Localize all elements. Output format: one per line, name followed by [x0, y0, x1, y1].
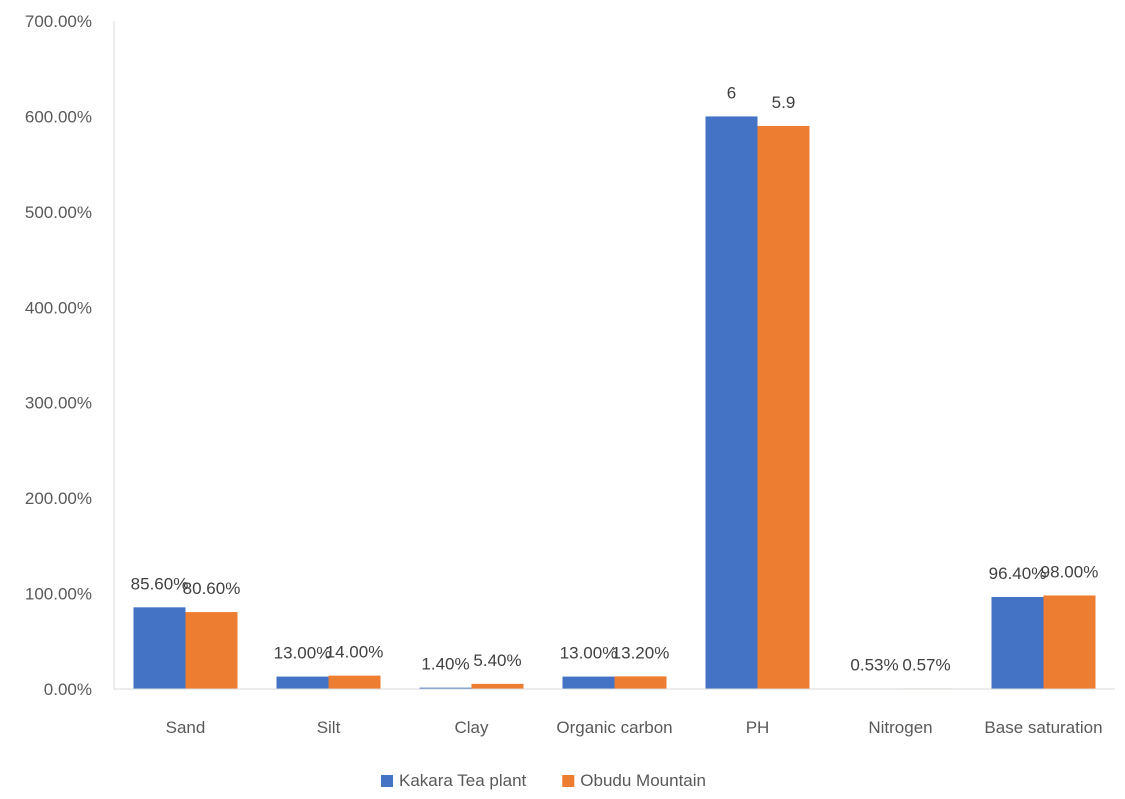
y-tick-label: 400.00%	[25, 298, 92, 317]
data-label: 13.00%	[274, 644, 332, 663]
data-label: 13.00%	[560, 644, 618, 663]
y-tick-label: 500.00%	[25, 203, 92, 222]
data-label: 5.9	[772, 93, 796, 112]
x-category-label: Sand	[166, 718, 206, 737]
x-axis-category-labels: Sand Silt Clay Organic carbon PH Nitrogen Base…	[166, 718, 1103, 737]
y-tick-label: 700.00%	[25, 12, 92, 31]
x-category-label: Nitrogen	[868, 718, 932, 737]
data-label: 14.00%	[326, 643, 384, 662]
data-label: 5.40%	[473, 651, 521, 670]
data-labels: 85.60%80.60%13.00%14.00%1.40% 5.40% 13.00%…	[131, 83, 1099, 674]
bar-kakara-tea-plant	[276, 676, 329, 689]
data-label: 6	[727, 83, 736, 102]
legend-label: Kakara Tea plant	[399, 771, 527, 790]
bar-obudu-mountain	[185, 612, 238, 689]
bar-kakara-tea-plant	[562, 676, 615, 689]
y-axis-ticks: 0.00% 100.00% 200.00% 300.00% 400.00% 500.00%…	[25, 12, 92, 699]
legend-swatch	[381, 775, 393, 787]
x-category-label: PH	[746, 718, 770, 737]
data-label: 85.60%	[131, 574, 189, 593]
y-tick-label: 0.00%	[44, 680, 92, 699]
x-category-label: Silt	[317, 718, 341, 737]
y-tick-label: 100.00%	[25, 585, 92, 604]
bar-kakara-tea-plant	[991, 597, 1044, 689]
bar-kakara-tea-plant	[419, 687, 472, 689]
x-category-label: Organic carbon	[556, 718, 672, 737]
legend-swatch	[562, 775, 575, 787]
bar-obudu-mountain	[1043, 595, 1096, 689]
bars	[133, 116, 1096, 689]
data-label: 98.00%	[1041, 562, 1099, 581]
data-label: 0.57%	[902, 655, 950, 674]
y-tick-label: 300.00%	[25, 394, 92, 413]
legend: Kakara Tea plant Obudu Mountain	[381, 771, 706, 790]
y-tick-label: 600.00%	[25, 107, 92, 126]
x-category-label: Base saturation	[984, 718, 1102, 737]
data-label: 80.60%	[183, 579, 241, 598]
bar-obudu-mountain	[757, 125, 810, 689]
bar-kakara-tea-plant	[133, 607, 186, 689]
y-tick-label: 200.00%	[25, 489, 92, 508]
bar-obudu-mountain	[328, 675, 381, 689]
data-label: 13.20%	[612, 643, 670, 662]
x-category-label: Clay	[454, 718, 489, 737]
legend-label: Obudu Mountain	[580, 771, 706, 790]
bar-obudu-mountain	[614, 676, 667, 689]
data-label: 0.53%	[850, 655, 898, 674]
data-label: 1.40%	[421, 655, 469, 674]
bar-obudu-mountain	[471, 683, 524, 689]
bar-kakara-tea-plant	[705, 116, 758, 689]
data-label: 96.40%	[989, 564, 1047, 583]
